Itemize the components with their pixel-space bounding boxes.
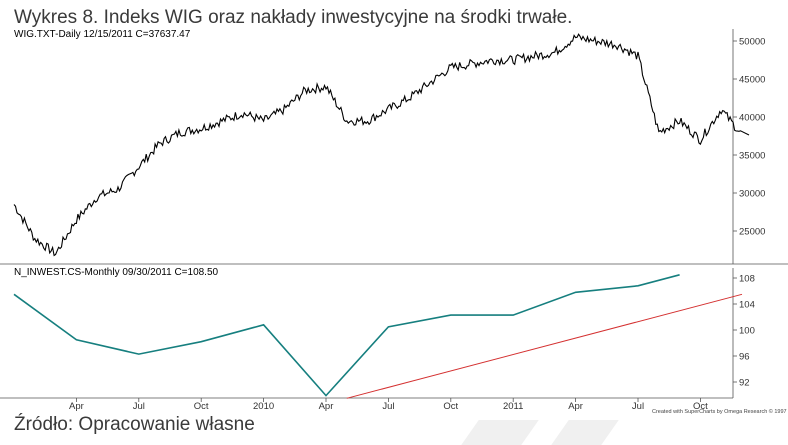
upper-y-tick-label: 45000 xyxy=(739,75,765,86)
x-tick-label: Oct xyxy=(194,401,209,412)
source-note: Źródło: Opracowanie własne xyxy=(14,414,255,435)
x-tick-label: Apr xyxy=(69,401,84,412)
x-tick-label: Jul xyxy=(382,401,394,412)
lower-panel-border xyxy=(0,268,734,399)
upper-panel-label: WIG.TXT-Daily 12/15/2011 C=37637.47 xyxy=(14,29,191,40)
upper-y-tick-label: 35000 xyxy=(739,151,765,162)
upper-y-tick-label: 25000 xyxy=(739,227,765,238)
chart-credit: Created with SuperCharts by Omega Resear… xyxy=(652,408,787,415)
page-title: Wykres 8. Indeks WIG oraz nakłady inwest… xyxy=(14,7,573,28)
x-tick-label: Apr xyxy=(319,401,334,412)
x-tick-label: Apr xyxy=(568,401,583,412)
upper-y-tick-label: 30000 xyxy=(739,189,765,200)
x-tick-label: Jul xyxy=(632,401,644,412)
lower-panel-label: N_INWEST.CS-Monthly 09/30/2011 C=108.50 xyxy=(14,267,219,278)
upper-panel-border xyxy=(0,29,788,265)
lower-y-tick-label: 108 xyxy=(739,274,755,285)
lower-y-tick-label: 96 xyxy=(739,352,750,363)
lower-y-axis: 92 96 100 104 108 xyxy=(733,274,755,389)
x-tick-label: Jul xyxy=(133,401,145,412)
upper-y-axis: 25000 30000 35000 40000 45000 50000 xyxy=(733,37,765,238)
x-tick-label: 2010 xyxy=(253,401,274,412)
upper-y-tick-label: 40000 xyxy=(739,113,765,124)
lower-y-tick-label: 100 xyxy=(739,326,755,337)
lower-y-tick-label: 92 xyxy=(739,378,750,389)
x-tick-label: Oct xyxy=(443,401,458,412)
wig-line xyxy=(13,33,750,257)
investment-line xyxy=(13,274,680,397)
upper-y-tick-label: 50000 xyxy=(739,37,765,48)
trend-line xyxy=(346,293,743,399)
investment-series xyxy=(13,274,743,399)
x-tick-label: 2011 xyxy=(503,401,523,412)
wig-series xyxy=(13,33,750,257)
lower-y-tick-label: 104 xyxy=(739,300,755,311)
x-tick-label: Oct xyxy=(693,401,708,412)
x-axis: Apr Jul Oct 2010 Apr Jul Oct 2011 Apr Jul Oct xyxy=(69,398,708,412)
